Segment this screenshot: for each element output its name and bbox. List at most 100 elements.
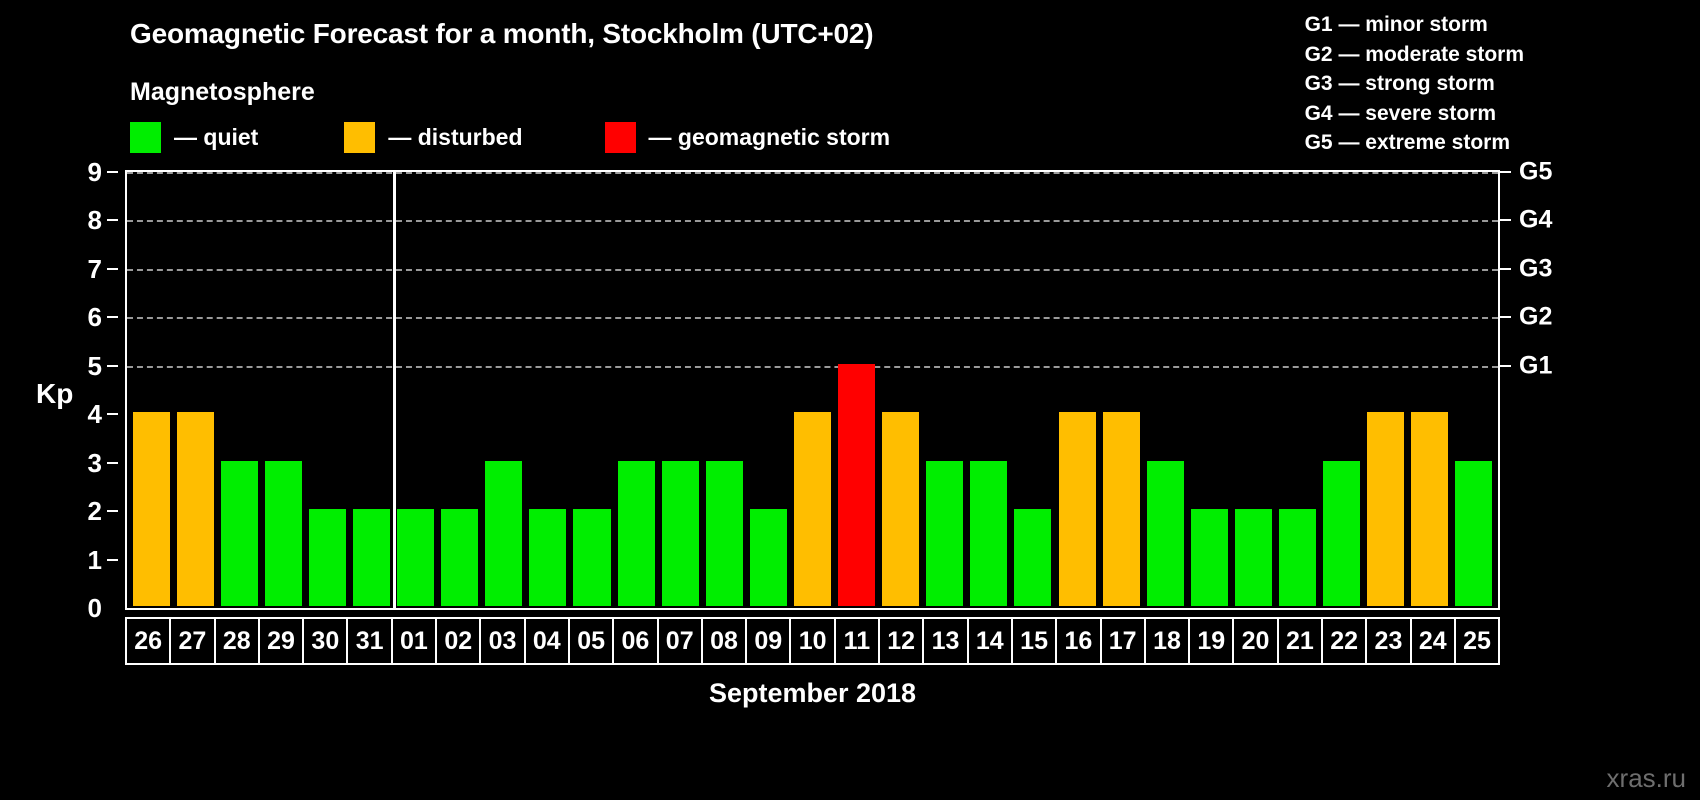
bar-cell [835,174,879,606]
legend-label-quiet: — quiet [174,124,259,150]
g-legend-row-g5: G5 — extreme storm [1304,131,1511,154]
gridline-kp-8 [127,220,1498,223]
date-label-29: 29 [259,619,305,663]
bar-cell [438,174,482,606]
y-tick-mark-4 [107,413,118,416]
bar-day-09 [749,509,787,606]
bar-cell [305,174,349,606]
g-tick-mark-g3 [1500,267,1511,270]
date-label-23: 23 [1367,619,1412,663]
site-watermark: xras.ru [1606,763,1686,793]
bar-day-12 [882,412,920,606]
legend-label-storm: — geomagnetic storm [648,124,891,150]
date-label-19: 19 [1190,619,1235,663]
g-tick-label-g3: G3 [1519,254,1553,283]
bar-day-28 [220,460,258,606]
y-tick-mark-3 [107,461,118,464]
bar-cell [1055,174,1099,606]
g-tick-label-g5: G5 [1519,157,1553,186]
bar-day-10 [793,412,831,606]
bar-day-22 [1323,460,1361,606]
bar-cell [482,174,526,606]
bar-day-07 [661,460,699,606]
bar-cell [1187,174,1231,606]
date-label-17: 17 [1101,619,1146,663]
date-label-09: 09 [747,619,792,663]
date-label-21: 21 [1278,619,1324,663]
bar-cell [261,174,305,606]
bar-cell [349,174,393,606]
bar-day-11 [838,363,876,606]
bar-cell [923,174,967,606]
bar-day-25 [1455,460,1493,606]
date-label-13: 13 [924,619,969,663]
y-tick-label-8: 8 [87,205,102,236]
g-scale-legend: G1 — minor storm G2 — moderate storm G3 — … [1305,10,1524,158]
bar-day-31 [353,509,391,606]
date-label-04: 04 [525,619,570,663]
y-tick-label-4: 4 [87,399,102,430]
date-label-16: 16 [1057,619,1102,663]
bar-day-13 [926,460,964,606]
magnetosphere-label: Magnetosphere [130,78,315,106]
bar-cell [1231,174,1275,606]
g-tick-mark-g4 [1500,219,1511,222]
legend-label-disturbed: — disturbed [388,124,523,150]
bar-day-27 [176,412,214,606]
y-tick-mark-6 [107,316,118,319]
date-label-26: 26 [127,619,172,663]
bar-day-04 [529,509,567,606]
bar-cell [526,174,570,606]
y-tick-label-0: 0 [87,593,102,623]
date-label-10: 10 [791,619,836,663]
g-scale-axis: G1 G2 G3 G4 G5 [1500,159,1580,610]
bar-day-20 [1234,509,1272,606]
bar-day-03 [485,460,523,606]
y-tick-label-1: 1 [87,544,102,575]
bar-cell [614,174,658,606]
date-label-20: 20 [1234,619,1279,663]
bar-cell [1011,174,1055,606]
bar-cell [1143,174,1187,606]
g-legend-row-g4: G4 — severe storm [1304,101,1497,125]
bar-day-08 [705,460,743,606]
date-label-31: 31 [348,619,393,663]
y-tick-label-5: 5 [87,350,102,381]
legend-item-quiet: — quiet [130,122,258,153]
y-tick-label-3: 3 [87,447,102,478]
y-tick-mark-9 [107,171,118,173]
gridline-kp-9 [127,172,1498,174]
bar-day-18 [1146,460,1184,606]
bar-day-01 [397,509,435,606]
bar-day-24 [1411,412,1449,606]
date-label-14: 14 [968,619,1013,663]
bar-day-17 [1102,412,1140,606]
y-tick-mark-5 [107,364,118,367]
bar-cell [1320,174,1364,606]
y-tick-label-2: 2 [87,496,102,527]
month-divider-line [392,172,396,608]
g-tick-label-g2: G2 [1519,302,1553,331]
bar-cell [1275,174,1319,606]
g-tick-mark-g2 [1500,316,1511,319]
bar-cell [570,174,614,606]
bar-day-26 [132,412,170,606]
bar-day-06 [617,460,655,606]
bar-cell [394,174,438,606]
g-legend-row-g2: G2 — moderate storm [1304,42,1524,66]
date-label-02: 02 [437,619,482,663]
month-caption: September 2018 [708,678,917,708]
y-tick-label-9: 9 [87,157,102,187]
g-tick-mark-g1 [1500,364,1511,367]
legend-swatch-storm-icon [604,122,636,153]
date-label-06: 06 [614,619,659,663]
bar-cell [129,174,173,606]
bar-day-02 [441,509,479,606]
date-label-27: 27 [171,619,216,663]
date-label-25: 25 [1455,619,1499,663]
g-tick-mark-g5 [1500,171,1511,173]
date-label-03: 03 [481,619,526,663]
g-legend-row-g3: G3 — strong storm [1304,72,1495,95]
bar-cell [967,174,1011,606]
bar-day-21 [1278,509,1316,606]
